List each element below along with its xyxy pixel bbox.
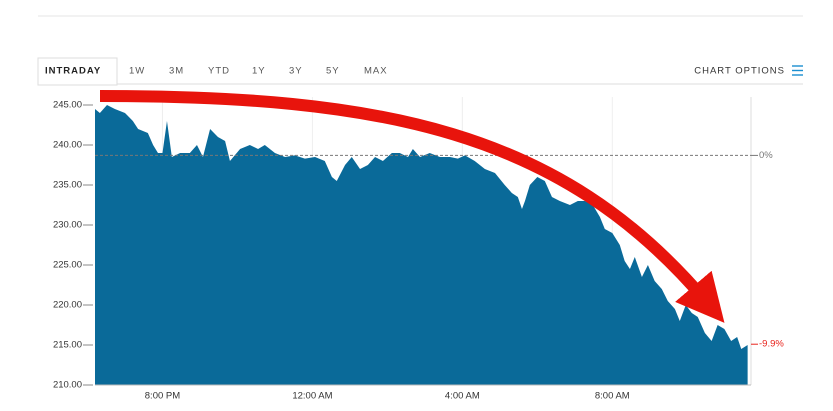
tab[interactable]: 3M — [169, 66, 184, 77]
x-tick-label: 4:00 AM — [445, 391, 480, 402]
y-tick-label: 240.00 — [53, 140, 82, 151]
tab[interactable]: INTRADAY — [45, 66, 101, 77]
y-tick-label: 235.00 — [53, 180, 82, 191]
menu-icon[interactable] — [792, 65, 803, 76]
tab[interactable]: MAX — [364, 66, 388, 77]
price-area — [95, 105, 748, 385]
annotation-arrow — [99, 90, 725, 323]
y-tick-label: 215.00 — [53, 340, 82, 351]
tab[interactable]: 1W — [129, 66, 145, 77]
active-tab-box — [37, 57, 118, 86]
tab[interactable]: 3Y — [289, 66, 303, 77]
tab[interactable]: 1Y — [252, 66, 266, 77]
tab[interactable]: 5Y — [326, 66, 340, 77]
x-tick-label: 12:00 AM — [292, 391, 332, 402]
y-tick-label: 210.00 — [53, 380, 82, 391]
y-tick-label: 220.00 — [53, 300, 82, 311]
y-tick-label: 245.00 — [53, 100, 82, 111]
chart-options[interactable]: CHART OPTIONS — [694, 66, 785, 77]
reference-label: -9.9% — [759, 339, 784, 350]
y-tick-label: 225.00 — [53, 260, 82, 271]
y-tick-label: 230.00 — [53, 220, 82, 231]
x-tick-label: 8:00 AM — [595, 391, 630, 402]
reference-label: 0% — [759, 150, 773, 161]
tab[interactable]: YTD — [208, 66, 230, 77]
x-tick-label: 8:00 PM — [145, 391, 180, 402]
